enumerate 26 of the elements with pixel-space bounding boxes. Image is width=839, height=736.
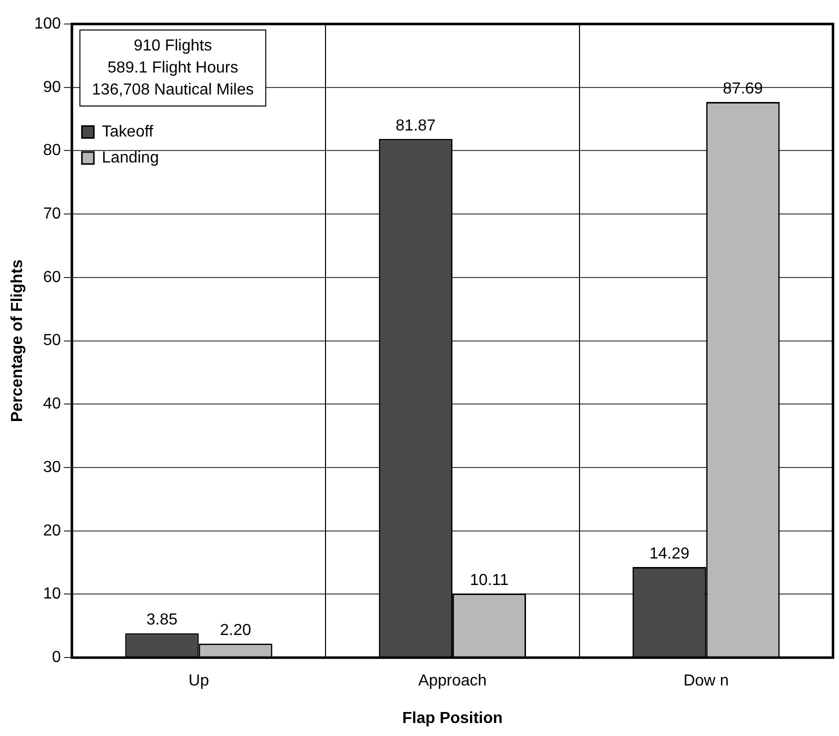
annotation: 910 Flights: [134, 37, 212, 54]
y-tick-label: 80: [43, 142, 61, 160]
y-tick-label: 60: [43, 268, 61, 286]
y-tick-label: 40: [43, 396, 61, 413]
x-tick-label: Dow n: [683, 672, 729, 690]
y-axis-title: Percentage of Flights: [9, 259, 26, 422]
y-tick-label: 90: [43, 78, 61, 96]
data-label: 10.11: [470, 572, 509, 589]
y-tick-label: 20: [43, 522, 61, 540]
y-tick-label: 30: [43, 458, 61, 476]
legend-label: Landing: [102, 149, 159, 166]
y-tick-label: 10: [43, 586, 61, 603]
x-tick-label: Approach: [418, 672, 487, 690]
data-label: 81.87: [396, 117, 436, 134]
y-tick-label: 50: [43, 332, 61, 350]
data-label: 2.20: [220, 622, 252, 640]
y-tick-label: 100: [34, 15, 61, 32]
data-label: 3.85: [146, 612, 178, 629]
annotation: 589.1 Flight Hours: [107, 59, 238, 76]
x-axis-title: Flap Position: [402, 710, 503, 727]
data-label: 14.29: [649, 545, 690, 562]
x-tick-label: Up: [188, 672, 210, 690]
y-tick-label: 0: [52, 649, 61, 666]
annotation: 136,708 Nautical Miles: [92, 81, 254, 98]
y-tick-label: 70: [43, 205, 61, 222]
legend-label: Takeoff: [102, 123, 154, 140]
